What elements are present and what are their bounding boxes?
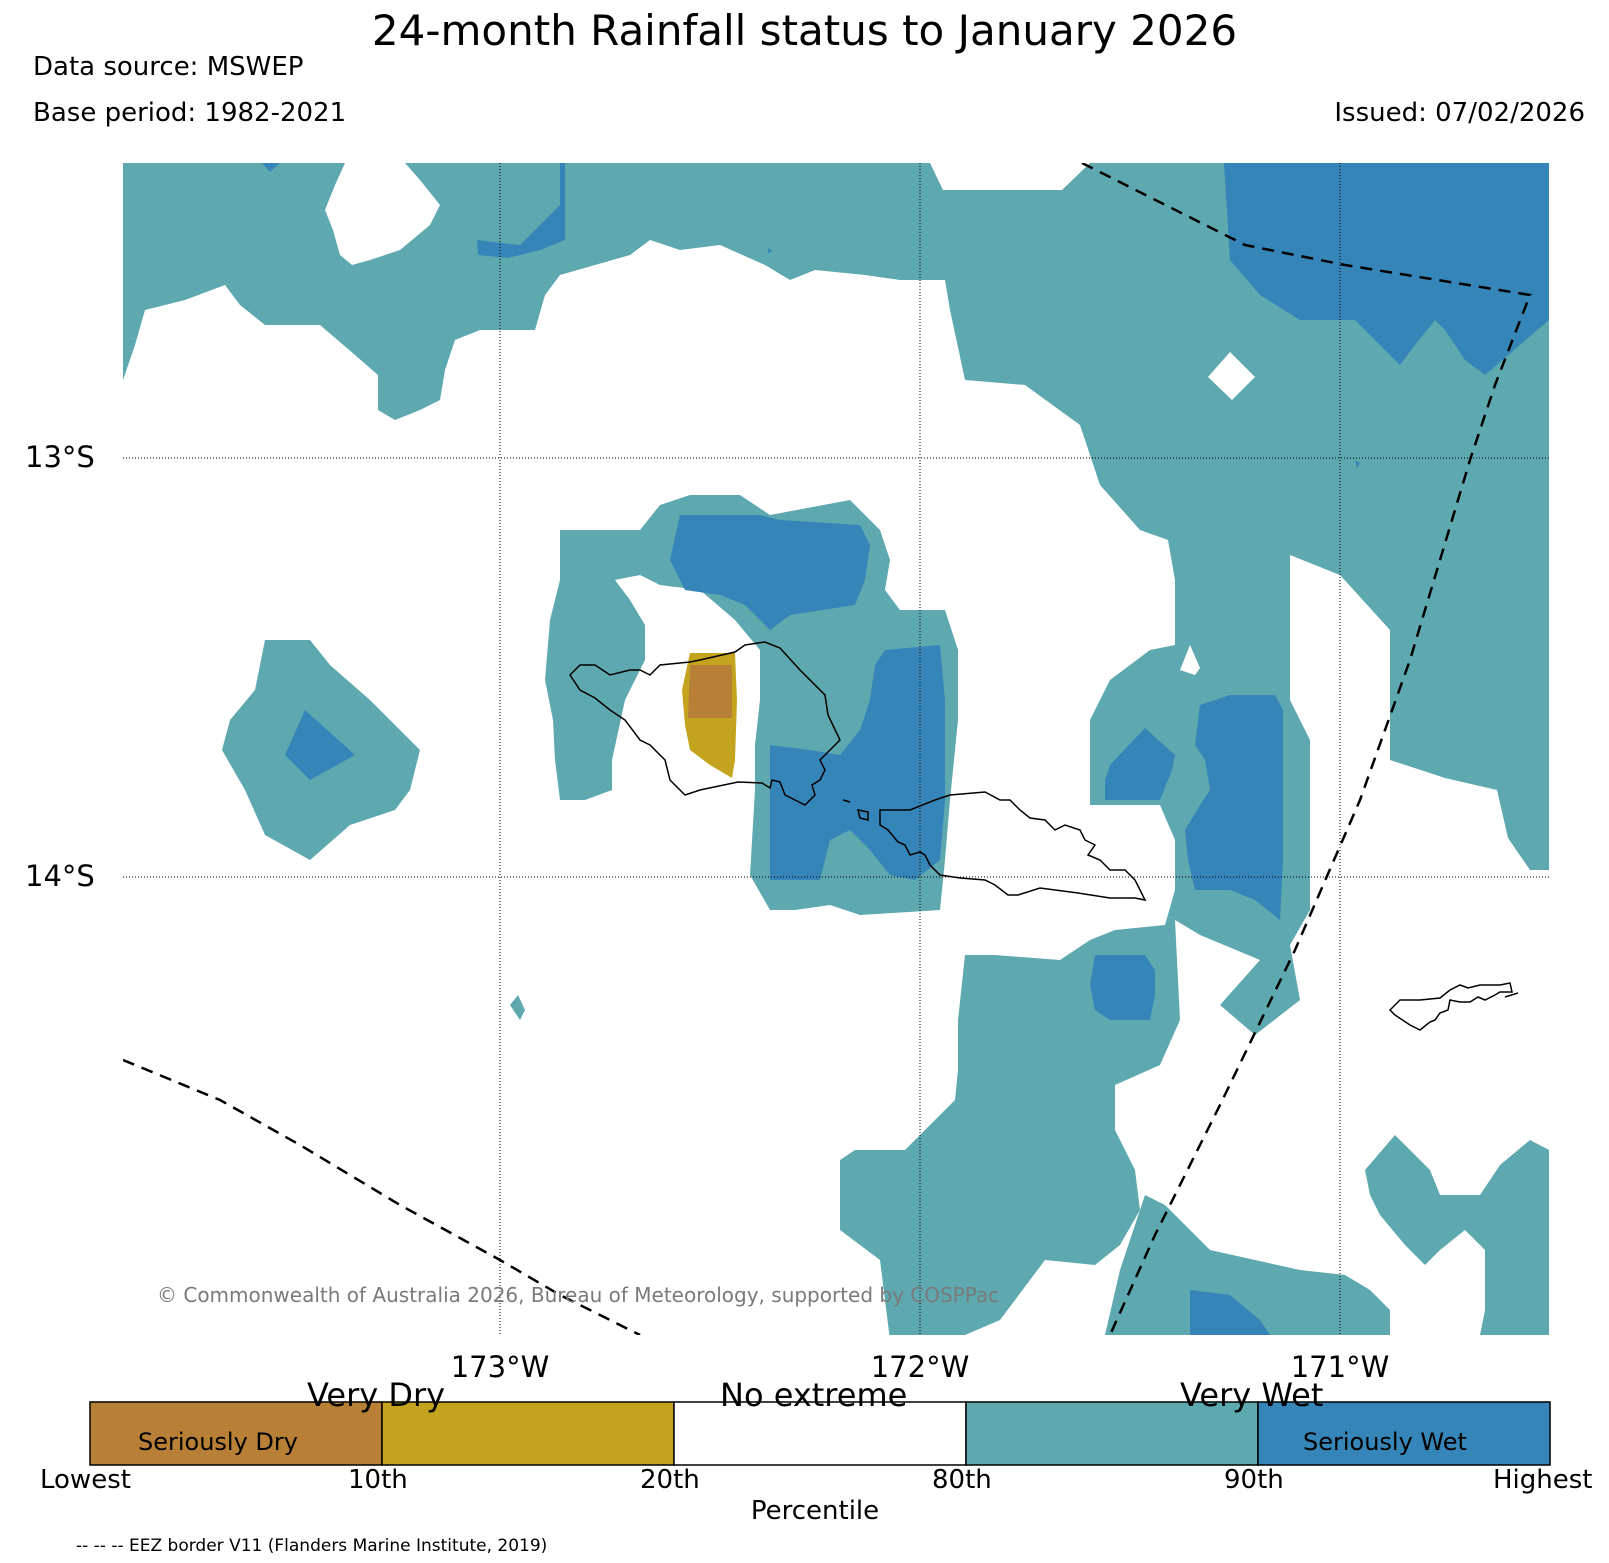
seriously-wet-south — [1090, 955, 1155, 1020]
lat-label-14s: 14°S — [25, 859, 95, 893]
tick-highest: Highest — [1493, 1465, 1593, 1495]
tutuila-coastline — [1388, 982, 1513, 1031]
colorbar-label-seriously-dry: Seriously Dry — [138, 1428, 298, 1456]
lon-label-173w: 173°W — [451, 1350, 550, 1384]
manono-apolima — [856, 809, 869, 821]
eez-north-border — [1081, 163, 1532, 1335]
seriously-wet-dot-c — [262, 163, 280, 172]
tick-10th: 10th — [348, 1465, 408, 1495]
seriously-wet-east-a — [1105, 728, 1175, 800]
seriously-wet-central-north — [670, 515, 870, 630]
copyright-notice: © Commonwealth of Australia 2026, Bureau… — [157, 1283, 1000, 1307]
colorbar-no-extreme — [673, 1401, 967, 1466]
seriously-wet-central-south — [770, 645, 945, 880]
hole-northwest — [325, 163, 440, 265]
colorbar-label-seriously-wet: Seriously Wet — [1303, 1428, 1467, 1456]
map-area — [123, 163, 1549, 1335]
tick-lowest: Lowest — [40, 1465, 131, 1495]
seriously-wet-east-b — [1185, 695, 1283, 920]
data-source: Data source: MSWEP — [33, 52, 304, 82]
upolu-coastline — [879, 791, 1147, 902]
very-wet-north-band — [123, 163, 1549, 1335]
colorbar — [89, 1401, 1551, 1466]
hole-northeast-small — [1208, 352, 1255, 400]
colorbar-xlabel: Percentile — [750, 1496, 880, 1526]
seriously-wet-west-island — [285, 710, 355, 780]
seriously-wet-dot-a — [768, 248, 773, 253]
issued-date: Issued: 07/02/2026 — [1334, 98, 1585, 128]
tick-80th: 80th — [932, 1465, 992, 1495]
eez-borders — [123, 163, 1532, 1335]
colorbar-seriously-wet — [1257, 1401, 1551, 1466]
tick-90th: 90th — [1224, 1465, 1284, 1495]
lon-label-172w: 172°W — [871, 1350, 970, 1384]
lat-label-13s: 13°S — [25, 440, 95, 474]
map-title: 24-month Rainfall status to January 2026 — [371, 6, 1238, 55]
eez-legend-note: -- -- -- EEZ border V11 (Flanders Marine… — [76, 1536, 548, 1556]
very-wet-southeast — [1365, 1135, 1549, 1335]
seriously-wet-bottom — [1190, 1290, 1270, 1335]
colorbar-category-no-extreme: No extreme — [720, 1376, 908, 1414]
no-extreme-holes — [325, 163, 1255, 675]
eez-southwest-border — [123, 1058, 641, 1335]
base-period: Base period: 1982-2021 — [33, 98, 347, 128]
coastlines — [569, 641, 1519, 1031]
seriously-wet-regions — [262, 163, 1549, 1335]
tutuila-tail — [1504, 992, 1519, 998]
seriously-wet-dot-b — [1355, 460, 1360, 468]
colorbar-category-very-wet: Very Wet — [1180, 1376, 1324, 1414]
colorbar-very-dry — [381, 1401, 675, 1466]
lon-label-171w: 171°W — [1291, 1350, 1390, 1384]
very-wet-south-patch — [1105, 1195, 1390, 1335]
seriously-wet-north-strip — [477, 163, 565, 258]
colorbar-category-very-dry: Very Dry — [307, 1376, 446, 1414]
colorbar-very-wet — [965, 1401, 1259, 1466]
savaii-spot — [842, 799, 851, 803]
very-wet-small-spot — [510, 995, 525, 1020]
tick-20th: 20th — [640, 1465, 700, 1495]
seriously-wet-northeast — [1224, 163, 1549, 375]
seriously-dry-region — [688, 665, 732, 718]
hole-east-small — [1180, 645, 1200, 675]
graticule — [123, 163, 1549, 1335]
savaii-coastline — [569, 641, 841, 806]
